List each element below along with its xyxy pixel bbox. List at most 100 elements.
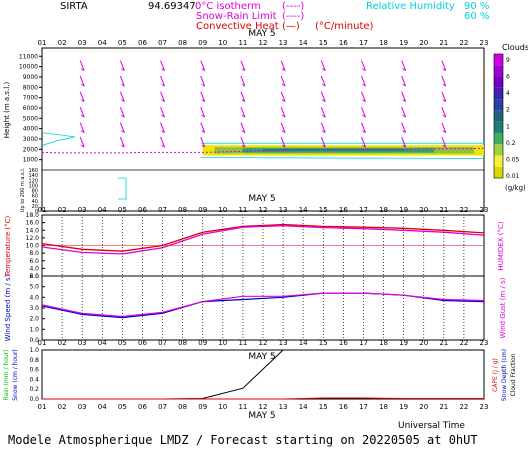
bottom-hour-label: 05 — [118, 403, 127, 411]
wind-arrow — [240, 136, 246, 148]
bottom-hour-label: 18 — [379, 403, 388, 411]
wind-arrow — [119, 60, 125, 71]
wind-hour-label: 10 — [218, 339, 227, 347]
mid-hour-label: 20 — [419, 206, 428, 214]
cloud-panel-frame — [41, 47, 485, 212]
wind-arrow — [160, 60, 166, 71]
bottom-hour-label: 12 — [259, 403, 268, 411]
cloud-y-tick-label: 11000 — [19, 53, 38, 60]
wind-arrow-head — [442, 144, 447, 148]
wind-arrow — [280, 106, 286, 118]
wind-arrow-head — [362, 144, 366, 148]
mid-hour-label: 04 — [98, 206, 107, 214]
colorbar-tick-label: 0.05 — [506, 156, 520, 163]
wind-arrow — [401, 136, 407, 148]
wind-arrow-head — [80, 68, 85, 72]
bottom-hour-label: 19 — [399, 403, 408, 411]
wind-hour-label: 21 — [439, 339, 448, 347]
precip-y-tick-label: 1.0 — [29, 347, 39, 354]
convective-legend: Convective Heat — [196, 21, 279, 32]
wind-arrow — [160, 75, 166, 87]
precip-y-tick-label: 0.0 — [29, 396, 39, 403]
panels: 01 02 03 04 05 06 07 08 09 10 11 12 13 14 15 16 17 18 19 20… — [3, 29, 528, 421]
wind-hour-label: 02 — [58, 339, 67, 347]
cloud-y-lower-tick-label: 0 — [35, 209, 38, 215]
bottom-hour-label: 20 — [419, 403, 428, 411]
mid-hour-label: 09 — [198, 206, 207, 214]
cloud-y-lower-tick-label: 40 — [32, 199, 38, 205]
wind-arrow-head — [161, 114, 165, 118]
wind-arrow-head — [402, 130, 406, 134]
wind-hour-label: 01 — [38, 339, 47, 347]
wind-arrow — [200, 60, 206, 71]
cloud-y-lower-tick-label: 60 — [32, 194, 38, 200]
temperature-y-tick-label: 8.0 — [29, 250, 39, 257]
wind-arrow — [240, 106, 246, 118]
mid-hour-label: 12 — [259, 206, 268, 214]
wind-arrow — [360, 75, 366, 87]
cloud-y-tick-label: 7000 — [23, 95, 38, 102]
wind-arrow — [441, 60, 447, 71]
wind-arrow-head — [161, 130, 165, 134]
cloud-y-tick-label: 9000 — [23, 74, 38, 81]
colorbar-segment — [494, 110, 503, 122]
wind-arrow-head — [241, 83, 246, 87]
wind-arrow — [79, 136, 85, 148]
universal-time-label: Universal Time — [398, 421, 465, 431]
wind-hour-label: 13 — [279, 339, 288, 347]
wind-arrow — [401, 122, 407, 133]
wind-arrow — [401, 91, 407, 102]
rh-contour — [200, 142, 485, 159]
wind-arrow-head — [442, 83, 447, 87]
top-hour-label: 22 — [459, 39, 468, 47]
colorbar-segment — [494, 76, 503, 88]
top-hour-label: 02 — [58, 39, 67, 47]
wind-arrow-head — [161, 68, 165, 72]
convective-unit: (°C/minute) — [315, 21, 374, 32]
wind-arrow-head — [201, 99, 206, 103]
cloud-y-tick-label: 10000 — [19, 64, 38, 71]
top-hour-label: 19 — [399, 39, 408, 47]
cape-y-axis-label: CAPE (J / g) — [492, 358, 499, 392]
colorbar-segment — [494, 121, 503, 133]
colorbar-tick-label: 0.2 — [506, 140, 516, 147]
wind-speed-y-axis-label: Wind Speed (m / s) — [4, 274, 12, 341]
wind-hour-label: 09 — [198, 339, 207, 347]
mid-hour-label: 23 — [480, 206, 489, 214]
wind-arrow — [200, 106, 206, 118]
wind-arrow-head — [121, 130, 125, 134]
bottom-hour-label: 09 — [198, 403, 207, 411]
wind-hour-label: 11 — [238, 339, 247, 347]
wind-arrow — [200, 122, 206, 133]
wind-arrow-head — [362, 83, 366, 87]
top-hour-label: 21 — [439, 39, 448, 47]
wind-arrow — [441, 122, 447, 133]
top-hour-label: 13 — [279, 39, 288, 47]
wind-arrow — [240, 60, 246, 71]
wind-arrow — [200, 91, 206, 102]
top-hour-label: 20 — [419, 39, 428, 47]
bottom-hour-label: 07 — [158, 403, 167, 411]
series-line-temperature — [41, 223, 485, 252]
wind-hour-label: 18 — [379, 339, 388, 347]
wind-y-tick-label: 2.0 — [29, 316, 39, 323]
mid-hour-label: 08 — [178, 206, 187, 214]
top-hour-label: 16 — [339, 39, 348, 47]
station-label: SIRTA — [60, 1, 88, 12]
colorbar-segment — [494, 54, 503, 66]
cloud-y-tick-label: 3000 — [23, 136, 38, 143]
temperature-y-tick-label: 14.0 — [26, 227, 40, 234]
wind-arrow-head — [121, 99, 125, 103]
temperature-y-tick-label: 16.0 — [26, 220, 40, 227]
top-hour-label: 12 — [259, 39, 268, 47]
wind-arrow-head — [362, 99, 366, 103]
rain-y-axis-label: Rain (mm / hour) — [3, 349, 10, 400]
temperature-y-axis-label: Temperature (°C) — [4, 216, 12, 278]
mid-hour-label: 07 — [158, 206, 167, 214]
bottom-hour-label: 15 — [319, 403, 328, 411]
wind-arrow-head — [121, 68, 125, 72]
wind-arrow — [79, 75, 85, 87]
top-hour-label: 14 — [299, 39, 308, 47]
wind-arrow-head — [201, 83, 206, 87]
mid-hour-label: 01 — [38, 206, 47, 214]
